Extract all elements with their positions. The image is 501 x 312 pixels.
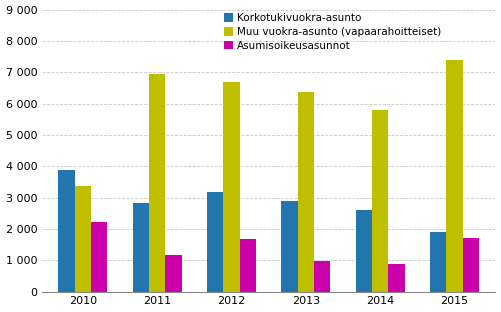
Bar: [223, 82, 240, 292]
Bar: [149, 74, 165, 292]
Legend: Korkotukivuokra-asunto, Muu vuokra-asunto (vapaarahoitteiset), Asumisoikeusasunn: Korkotukivuokra-asunto, Muu vuokra-asunt…: [219, 9, 446, 55]
Bar: [298, 92, 314, 292]
Bar: [282, 201, 298, 292]
Bar: [133, 203, 149, 292]
Bar: [446, 60, 463, 292]
Bar: [59, 170, 75, 292]
Bar: [314, 261, 331, 292]
Bar: [388, 264, 405, 292]
Bar: [430, 232, 446, 292]
Bar: [75, 186, 91, 292]
Bar: [356, 210, 372, 292]
Bar: [91, 222, 107, 292]
Bar: [240, 239, 256, 292]
Bar: [463, 238, 479, 292]
Bar: [372, 110, 388, 292]
Bar: [207, 192, 223, 292]
Bar: [165, 255, 182, 292]
